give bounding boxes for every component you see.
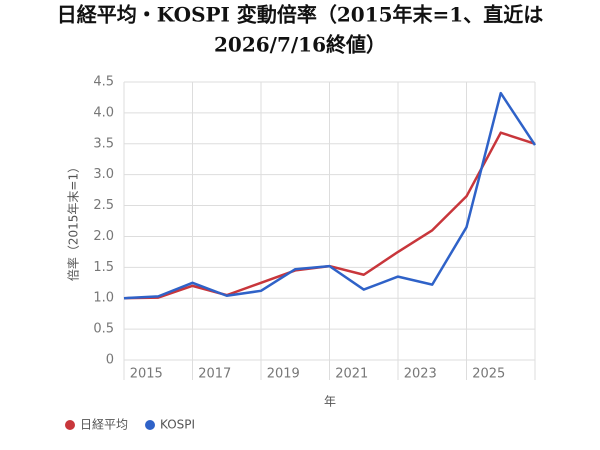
line-series [123, 91, 537, 300]
chart-title: 日経平均・KOSPI 変動倍率（2015年末=1、直近は [57, 3, 543, 27]
y-tick-label: 0.5 [93, 322, 114, 337]
y-tick-label: 1.5 [93, 260, 114, 275]
y-tick-label: 2.5 [93, 198, 114, 213]
x-tick-label: 2017 [198, 367, 231, 382]
y-tick-label: 3.5 [93, 136, 114, 151]
x-tick-label: 2025 [472, 367, 505, 382]
legend-label: 日経平均 [80, 418, 128, 432]
chart-title: 2026/7/16終値） [214, 33, 386, 57]
y-axis-label: 倍率（2015年末=1） [66, 161, 81, 281]
legend-marker [145, 420, 156, 430]
legend-label: KOSPI [160, 418, 195, 432]
y-tick-label: 0 [106, 353, 114, 368]
y-tick-label: 4.5 [93, 75, 114, 90]
x-tick-label: 2019 [267, 367, 300, 382]
legend-marker [65, 420, 75, 430]
x-tick-label: 2023 [404, 367, 437, 382]
y-tick-label: 4.0 [93, 105, 114, 120]
y-tick-label: 3.0 [93, 167, 114, 182]
x-axis-label: 年 [324, 395, 336, 409]
y-tick-label: 2.0 [93, 229, 114, 244]
x-tick-label: 2021 [335, 367, 368, 382]
x-tick-label: 2015 [130, 367, 163, 382]
y-tick-label: 1.0 [93, 291, 114, 306]
